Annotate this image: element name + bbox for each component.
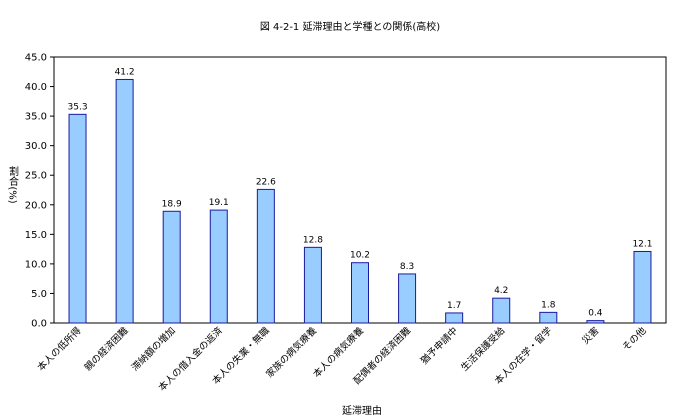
bar bbox=[445, 312, 464, 324]
x-tick-label: その他 bbox=[620, 324, 649, 353]
x-tick-label: 滞納額の増加 bbox=[129, 325, 178, 374]
data-label: 4.2 bbox=[494, 286, 508, 296]
x-tick-label: 本人の低所得 bbox=[35, 324, 84, 373]
x-tick-label: 生活保護受給 bbox=[459, 324, 508, 373]
y-tick-label: 0.0 bbox=[31, 319, 47, 330]
y-tick-label: 20.0 bbox=[25, 200, 47, 211]
data-label: 35.3 bbox=[68, 102, 88, 112]
x-axis-labels: 本人の低所得親の経済困難滞納額の増加本人の借入金の返済本人の失業・無職家族の病気… bbox=[35, 324, 649, 393]
bar bbox=[162, 210, 181, 324]
data-label: 10.2 bbox=[350, 251, 370, 261]
data-label: 19.1 bbox=[209, 198, 229, 208]
x-tick-label: 猶予申請中 bbox=[418, 325, 460, 367]
y-tick-label: 15.0 bbox=[25, 230, 47, 241]
data-label: 41.2 bbox=[115, 67, 135, 77]
y-tick-label: 10.0 bbox=[25, 259, 47, 270]
bar bbox=[398, 273, 417, 324]
data-labels: 35.3 41.2 18.9 19.1 22.6 12.8 10.2 8.3 1.7 4.2 1.8… bbox=[68, 67, 653, 318]
x-tick-label: 親の経済困難 bbox=[82, 324, 131, 373]
data-label: 8.3 bbox=[400, 262, 414, 272]
data-label: 18.9 bbox=[162, 199, 182, 209]
x-tick-label: 災害 bbox=[580, 325, 602, 347]
bar bbox=[68, 113, 87, 324]
chart-title: 図 4-2-1 延滞理由と学種との関係(高校) bbox=[260, 20, 440, 33]
y-axis: 0.0 5.0 10.0 15.0 20.0 25.0 30.0 35.0 40.0 45.0 bbox=[25, 53, 54, 330]
y-tick-label: 40.0 bbox=[25, 82, 47, 93]
y-tick-label: 45.0 bbox=[25, 53, 47, 64]
bar bbox=[633, 250, 652, 324]
bar bbox=[303, 246, 322, 324]
bar bbox=[351, 262, 369, 324]
y-tick-label: 5.0 bbox=[31, 289, 47, 300]
bar bbox=[256, 188, 275, 324]
data-label: 0.4 bbox=[588, 309, 603, 319]
data-label: 12.1 bbox=[632, 239, 652, 249]
data-label: 12.8 bbox=[303, 235, 323, 245]
bar bbox=[209, 209, 228, 324]
data-label: 22.6 bbox=[256, 177, 276, 187]
bars bbox=[68, 78, 652, 324]
bar bbox=[115, 78, 134, 324]
y-tick-label: 35.0 bbox=[25, 112, 47, 123]
bar bbox=[492, 297, 511, 324]
x-axis-label: 延滞理由 bbox=[342, 404, 382, 417]
y-axis-label: 割合(%) bbox=[7, 165, 19, 204]
y-tick-label: 25.0 bbox=[25, 171, 47, 182]
data-label: 1.7 bbox=[447, 301, 461, 311]
data-label: 1.8 bbox=[541, 300, 556, 310]
bar bbox=[586, 320, 605, 324]
bar bbox=[539, 311, 558, 324]
y-tick-label: 30.0 bbox=[25, 141, 47, 152]
